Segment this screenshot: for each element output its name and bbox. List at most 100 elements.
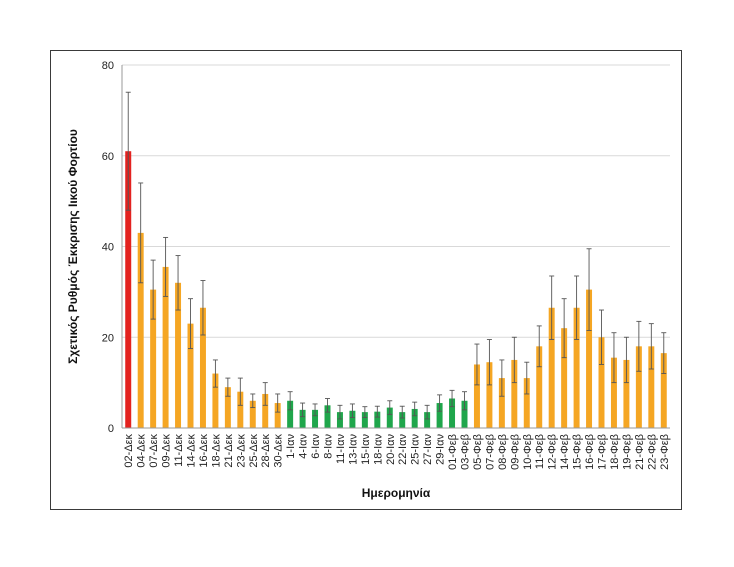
error-bar [412, 401, 418, 417]
error-bar [150, 259, 156, 320]
y-axis-ticks: 0 20 40 60 80 [102, 60, 114, 435]
x-tick-label: 21-Φεβ [634, 434, 646, 470]
x-tick-label: 16-Δεκ [198, 434, 210, 468]
bar [175, 282, 182, 428]
error-bar [362, 406, 368, 419]
error-bar [623, 336, 629, 384]
x-tick-label: 21-Δεκ [223, 434, 235, 468]
error-bar [237, 377, 243, 406]
error-bar [424, 404, 430, 420]
x-tick-label: 16-Φεβ [584, 434, 596, 470]
error-bar [250, 393, 256, 409]
x-tick-label: 09-Δεκ [161, 434, 173, 468]
x-tick-label: 23-Φεβ [659, 434, 671, 470]
error-bar [449, 389, 455, 408]
bar [199, 307, 206, 428]
bar [399, 412, 406, 428]
x-tick-label: 13-Ιαν [347, 434, 359, 465]
error-bar [300, 402, 306, 418]
error-bar [511, 336, 517, 384]
x-tick-label: 14-Φεβ [559, 434, 571, 470]
x-tick-label: 8-Ιαν [323, 434, 335, 459]
y-tick-label: 60 [102, 151, 114, 163]
x-tick-label: 11-Ιαν [335, 434, 347, 464]
error-bar [524, 361, 530, 395]
x-tick-label: 30-Δεκ [273, 434, 285, 468]
bar [586, 289, 593, 428]
error-bar [275, 393, 281, 413]
bar [473, 364, 480, 428]
chart-frame [50, 50, 682, 510]
bar [449, 398, 456, 428]
error-bar [636, 320, 642, 372]
x-tick-label: 25-Δεκ [248, 434, 260, 468]
x-tick-label: 10-Φεβ [522, 434, 534, 470]
x-tick-label: 09-Φεβ [509, 434, 521, 470]
error-bar [536, 325, 542, 368]
bar [299, 409, 306, 428]
x-tick-label: 22-Φεβ [646, 434, 658, 470]
error-bar [163, 236, 169, 297]
error-bar [561, 298, 567, 359]
bar [224, 387, 231, 428]
bar [374, 411, 381, 428]
x-axis-ticks: 02-Δεκ 04-Δεκ 07-Δεκ 09-Δεκ 11-Δεκ 14-Δεκ 16-Δ… [123, 434, 671, 470]
y-tick-label: 20 [102, 332, 114, 344]
x-axis-title: Ημερομηνία [362, 486, 431, 500]
x-tick-label: 17-Φεβ [597, 434, 609, 470]
bar [361, 412, 368, 428]
bar [386, 407, 393, 428]
error-bar [125, 91, 131, 211]
error-bar [312, 403, 318, 417]
error-bar [262, 382, 268, 406]
error-bar [387, 400, 393, 415]
error-bar [138, 182, 144, 284]
bar [436, 403, 443, 428]
error-bar [661, 332, 667, 374]
x-tick-label: 25-Ιαν [410, 434, 422, 465]
bars [125, 151, 667, 428]
error-bar [349, 403, 355, 419]
x-tick-label: 11-Φεβ [534, 434, 546, 469]
bar [249, 400, 256, 428]
error-bar [287, 391, 293, 411]
x-tick-label: 18-Δεκ [210, 434, 222, 468]
x-tick-label: 11-Δεκ [173, 434, 185, 467]
error-bar [611, 332, 617, 384]
bar [623, 359, 630, 428]
error-bar [599, 309, 604, 365]
x-tick-label: 29-Ιαν [435, 434, 447, 465]
error-bar [574, 275, 580, 340]
bar [498, 378, 505, 428]
error-bar [499, 359, 505, 397]
x-tick-label: 14-Δεκ [186, 434, 198, 468]
x-tick-label: 19-Φεβ [621, 434, 633, 470]
bar [137, 232, 144, 428]
error-bar [648, 323, 654, 370]
y-tick-label: 40 [102, 242, 114, 254]
x-tick-label: 02-Δεκ [123, 434, 135, 468]
bar [187, 323, 194, 428]
error-bars [125, 91, 667, 420]
bar [511, 359, 518, 428]
bar [324, 405, 331, 428]
y-axis-title: Σχετικός Ρυθμός Έκκρισης Ιικού Φορτίου [66, 129, 80, 364]
error-bar [586, 248, 592, 331]
error-bar [337, 404, 343, 420]
bar [262, 393, 269, 428]
error-bar [474, 343, 480, 386]
bar [424, 412, 431, 428]
x-tick-label: 07-Δεκ [148, 434, 160, 468]
error-bar [325, 398, 330, 413]
bar [648, 346, 655, 428]
bar [312, 409, 319, 428]
error-bar [175, 255, 181, 311]
error-bar [399, 405, 405, 419]
error-bar [225, 377, 231, 397]
x-tick-label: 22-Ιαν [397, 434, 409, 465]
bar [561, 328, 568, 428]
x-tick-label: 23-Δεκ [235, 434, 247, 468]
bar [548, 307, 555, 428]
bar [660, 353, 667, 428]
bar [573, 307, 580, 428]
